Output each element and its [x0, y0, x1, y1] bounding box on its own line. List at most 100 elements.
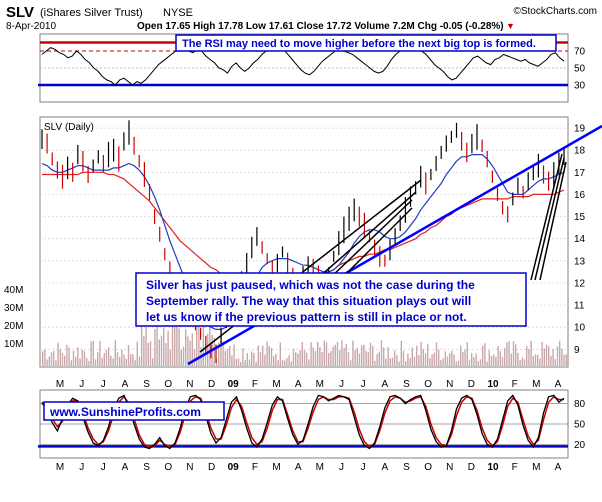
volume-bar [506, 342, 508, 366]
volume-bar [149, 341, 152, 366]
volume-bar [486, 361, 488, 366]
volume-bar [90, 341, 92, 366]
volume-bar [301, 342, 303, 366]
volume-bar [42, 351, 44, 366]
volume-bar [284, 360, 286, 366]
price-x-label: J [361, 379, 366, 390]
chg-down-icon: ▼ [506, 21, 515, 31]
volume-bar [497, 345, 499, 366]
volume-bar [519, 360, 521, 366]
stochastic-x-label: A [295, 462, 302, 473]
volume-bar [394, 350, 396, 366]
main-note-line-3: let us know if the previous pattern is s… [146, 310, 467, 324]
volume-bar [429, 358, 431, 366]
volume-bar [464, 349, 466, 366]
volume-bar [266, 341, 268, 366]
symbol: SLV [6, 4, 34, 21]
website-link[interactable]: www.SunshineProfits.com [49, 405, 201, 419]
volume-bar [297, 353, 299, 366]
volume-bar [143, 335, 145, 366]
volume-bar [112, 358, 114, 366]
volume-bar [180, 350, 182, 366]
volume-bar [396, 355, 398, 366]
volume-bar [367, 352, 369, 366]
volume-bar [141, 326, 143, 366]
volume-bar [385, 358, 387, 366]
volume-bar [493, 354, 495, 366]
stochastic-x-label: S [403, 462, 410, 473]
volume-bar [541, 341, 543, 366]
volume-bar [365, 351, 367, 366]
volume-bar [308, 359, 310, 366]
volume-bar [119, 356, 121, 366]
volume-bar [402, 350, 405, 366]
stochastic-x-label: J [339, 462, 344, 473]
price-x-label: O [424, 379, 432, 390]
volume-bar [259, 352, 262, 366]
stochastic-x-label: J [79, 462, 84, 473]
volume-bar [530, 340, 532, 366]
volume-bar [59, 349, 61, 366]
volume-bar [484, 343, 486, 366]
stochastic-x-label: A [381, 462, 388, 473]
stochastic-x-axis: M J J A S O N D 09 F M A M J J A S O N D 10 F M A [56, 462, 562, 473]
volume-bar [290, 361, 292, 366]
volume-bar [299, 350, 301, 366]
stochastic-x-label: N [446, 462, 453, 473]
volume-bar [374, 360, 376, 366]
stochastic-x-label: M [316, 462, 324, 473]
volume-bar [495, 356, 497, 366]
price-tick-label: 15 [574, 212, 586, 223]
volume-bar [127, 345, 130, 366]
volume-bar [453, 354, 455, 366]
volume-bar [66, 344, 68, 366]
short-moving-average [41, 154, 565, 330]
volume-bar [411, 347, 413, 366]
volume-bar [554, 359, 556, 366]
volume-bar [244, 360, 246, 366]
volume-bar [229, 346, 231, 366]
volume-bar [341, 340, 343, 366]
price-x-label: N [186, 379, 193, 390]
volume-bar [268, 346, 270, 366]
volume-bar [471, 353, 473, 366]
price-x-label: F [252, 379, 258, 390]
price-x-label: S [403, 379, 410, 390]
volume-bar [257, 345, 259, 366]
volume-bar [462, 352, 464, 366]
price-x-label: M [532, 379, 540, 390]
price-tick-label: 10 [574, 323, 586, 334]
volume-bar [515, 344, 517, 366]
volume-bar [358, 353, 361, 366]
volume-bar [438, 349, 440, 366]
price-x-label: A [555, 379, 562, 390]
volume-bar [387, 347, 389, 366]
main-note-line-2: September rally. The way that this situa… [146, 294, 471, 308]
volume-bar [350, 360, 352, 366]
volume-bar [72, 351, 75, 366]
volume-bar [46, 359, 48, 366]
volume-bar [193, 349, 196, 366]
volume-bar [57, 342, 59, 366]
volume-bar [455, 361, 457, 366]
volume-bar [145, 326, 147, 366]
price-x-label: N [446, 379, 453, 390]
volume-bar [92, 340, 94, 366]
volume-bar [539, 358, 541, 366]
rsi-note: The RSI may need to move higher before t… [182, 38, 536, 50]
volume-bar [303, 350, 306, 366]
volume-bar [138, 356, 141, 366]
price-x-label: D [208, 379, 215, 390]
volume-bar [97, 352, 99, 366]
volume-bar [405, 361, 407, 366]
volume-bar [147, 342, 149, 366]
stochastic-x-label: M [532, 462, 540, 473]
stochastic-x-label: N [186, 462, 193, 473]
volume-bar [475, 353, 477, 366]
volume-bar [105, 349, 108, 366]
price-axis: 19 18 17 16 15 14 13 12 11 10 9 [574, 124, 586, 356]
volume-bar [416, 345, 418, 366]
stochastic-x-label: D [208, 462, 215, 473]
volume-bar [248, 359, 251, 366]
volume-bar [130, 354, 132, 366]
